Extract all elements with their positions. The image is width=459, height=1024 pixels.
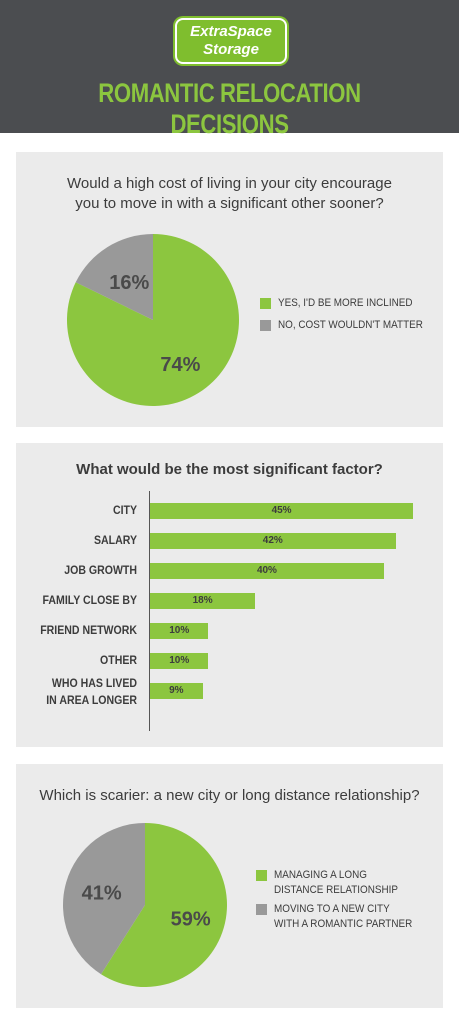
bar-value-label-3: 18% — [192, 595, 213, 606]
bar-row-6: WHO HAS LIVED IN AREA LONGER 9% — [16, 676, 443, 713]
legend-swatch-1 — [256, 904, 267, 915]
logo-line2: Storage — [203, 41, 259, 58]
pie-chart-scarier: 59% 41% — [63, 823, 227, 987]
pie-slice-label-0: 59% — [171, 908, 211, 930]
legend-item-1: MOVING TO A NEW CITY WITH A ROMANTIC PAR… — [256, 902, 441, 936]
bar-value-label-0: 45% — [271, 505, 292, 516]
bar-3: 18% — [150, 593, 256, 609]
extra-space-storage-logo: ExtraSpace Storage — [175, 18, 287, 64]
bar-row-0: CITY 45% — [16, 503, 443, 533]
bar-2: 40% — [150, 563, 384, 579]
bar-category-label-0: CITY — [112, 503, 137, 517]
panel-cost-of-living: Would a high cost of living in your city… — [16, 152, 443, 427]
bar-category-label-6: WHO HAS LIVED IN AREA LONGER — [46, 676, 137, 707]
pie-chart-cost-of-living: 74% 16% — [67, 234, 239, 406]
bar-row-4: FRIEND NETWORK 10% — [16, 623, 443, 653]
bar-value-label-1: 42% — [262, 535, 283, 546]
bar-value-label-6: 9% — [169, 685, 184, 696]
bar-category-label-2: JOB GROWTH — [64, 563, 137, 577]
pie-slice-1 — [75, 234, 153, 320]
bar-value-label-4: 10% — [169, 625, 190, 636]
legend-label-0: MANAGING A LONG DISTANCE RELATIONSHIP — [274, 869, 398, 896]
pie-slice-label-1: 41% — [82, 882, 122, 904]
legend-swatch-0 — [256, 870, 267, 881]
pie-slice-0 — [101, 823, 227, 987]
legend-swatch-1 — [260, 320, 271, 331]
legend-item-0: MANAGING A LONG DISTANCE RELATIONSHIP — [256, 868, 441, 902]
bar-1: 42% — [150, 533, 396, 549]
bar-category-label-4: FRIEND NETWORK — [40, 623, 137, 637]
pie-slice-1 — [63, 823, 145, 975]
bar-row-3: FAMILY CLOSE BY 18% — [16, 593, 443, 623]
bar-5: 10% — [150, 653, 209, 669]
legend-item-0: YES, I'D BE MORE INCLINED — [260, 296, 440, 318]
page-title: ROMANTIC RELOCATION DECISIONS — [98, 78, 361, 139]
panel-scarier: Which is scarier: a new city or long dis… — [16, 764, 443, 1008]
bar-row-2: JOB GROWTH 40% — [16, 563, 443, 593]
bar-category-label-1: SALARY — [93, 533, 137, 547]
pie-slice-label-1: 16% — [109, 272, 149, 294]
legend-swatch-0 — [260, 298, 271, 309]
bar-axis-line — [149, 491, 150, 731]
question-cost-of-living: Would a high cost of living in your city… — [67, 175, 392, 212]
bar-row-1: SALARY 42% — [16, 533, 443, 563]
bar-value-label-2: 40% — [256, 565, 277, 576]
bar-value-label-5: 10% — [169, 655, 190, 666]
legend-label-1: NO, COST WOULDN'T MATTER — [278, 319, 423, 331]
legend-cost-of-living: YES, I'D BE MORE INCLINED NO, COST WOULDN… — [260, 296, 440, 340]
logo-line1: ExtraSpace — [190, 23, 272, 40]
pie-slice-0 — [67, 234, 239, 406]
question-significant-factor: What would be the most significant facto… — [76, 461, 383, 478]
legend-item-1: NO, COST WOULDN'T MATTER — [260, 318, 440, 340]
bar-category-label-5: OTHER — [100, 653, 137, 667]
panel-significant-factor: What would be the most significant facto… — [16, 443, 443, 747]
question-scarier: Which is scarier: a new city or long dis… — [39, 787, 420, 804]
bar-row-5: OTHER 10% — [16, 653, 443, 683]
legend-scarier: MANAGING A LONG DISTANCE RELATIONSHIP MOV… — [256, 868, 441, 936]
legend-label-0: YES, I'D BE MORE INCLINED — [278, 297, 413, 309]
bar-4: 10% — [150, 623, 209, 639]
bar-category-label-3: FAMILY CLOSE BY — [42, 593, 137, 607]
header: ExtraSpace Storage ROMANTIC RELOCATION D… — [0, 0, 459, 139]
pie-slice-label-0: 74% — [160, 354, 200, 376]
legend-label-1: MOVING TO A NEW CITY WITH A ROMANTIC PAR… — [274, 903, 413, 930]
bar-0: 45% — [150, 503, 414, 519]
bar-6: 9% — [150, 683, 203, 699]
